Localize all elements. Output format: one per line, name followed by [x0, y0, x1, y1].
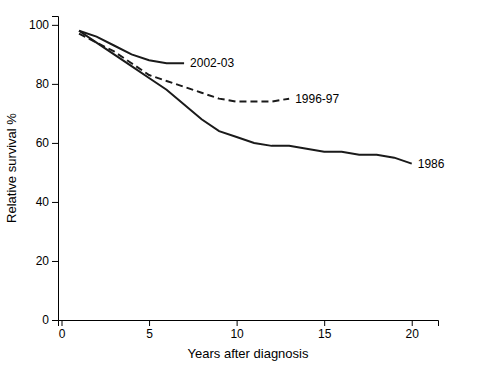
series-annotation: 1986	[418, 157, 445, 171]
lines	[79, 31, 412, 164]
y-tick: 80	[36, 77, 58, 91]
x-tick: 15	[318, 320, 332, 341]
series-annotation: 2002-03	[190, 56, 234, 70]
x-tick-label: 0	[59, 327, 66, 341]
x-axis-title: Years after diagnosis	[188, 346, 309, 361]
y-tick: 40	[36, 195, 58, 209]
y-tick: 20	[36, 254, 58, 268]
x-tick-mark	[324, 320, 325, 326]
y-tick-label: 80	[36, 77, 50, 91]
x-tick: 10	[230, 320, 244, 341]
x-tick-mark	[149, 320, 150, 326]
x-tick: 5	[146, 320, 153, 341]
y-tick-label: 60	[36, 136, 50, 150]
y-axis-line	[52, 17, 59, 321]
x-tick-mark	[237, 320, 238, 326]
y-tick-mark	[52, 84, 58, 85]
series-annotation: 1996-97	[295, 92, 339, 106]
x-tick-mark	[412, 320, 413, 326]
y-tick-mark	[52, 202, 58, 203]
series-line	[79, 31, 412, 164]
x-tick-label: 15	[318, 327, 332, 341]
y-tick-label: 40	[36, 195, 50, 209]
x-axis-line	[59, 321, 439, 327]
x-tick-label: 5	[146, 327, 153, 341]
y-tick-mark	[52, 25, 58, 26]
y-axis-title: Relative survival %	[4, 113, 19, 223]
annotations: 1986 1996-97 2002-03	[190, 56, 445, 170]
y-tick-label: 0	[42, 313, 49, 327]
y-tick-label: 100	[29, 18, 49, 32]
x-tick-mark	[62, 320, 63, 326]
y-tick-mark	[52, 143, 58, 144]
y-tick-label: 20	[36, 254, 50, 268]
x-axis: 0 5 10 15 20	[59, 320, 439, 341]
x-tick: 20	[406, 320, 420, 341]
x-tick-label: 10	[230, 327, 244, 341]
x-tick: 0	[59, 320, 66, 341]
y-axis: 0 20 40 60 80 100	[29, 17, 59, 328]
y-tick: 100	[29, 18, 58, 32]
series-line	[79, 31, 184, 63]
x-tick-label: 20	[406, 327, 420, 341]
y-tick-mark	[52, 320, 58, 321]
y-tick-mark	[52, 261, 58, 262]
y-tick: 0	[42, 313, 58, 327]
chart: 0 5 10 15 20 0 20 40 60 80 100 1986 1996-97 2002-03 Ye…	[0, 0, 500, 366]
plot: 0 5 10 15 20 0 20 40 60 80 100 1986 1996-97 2002-03	[29, 17, 445, 341]
y-tick: 60	[36, 136, 58, 150]
